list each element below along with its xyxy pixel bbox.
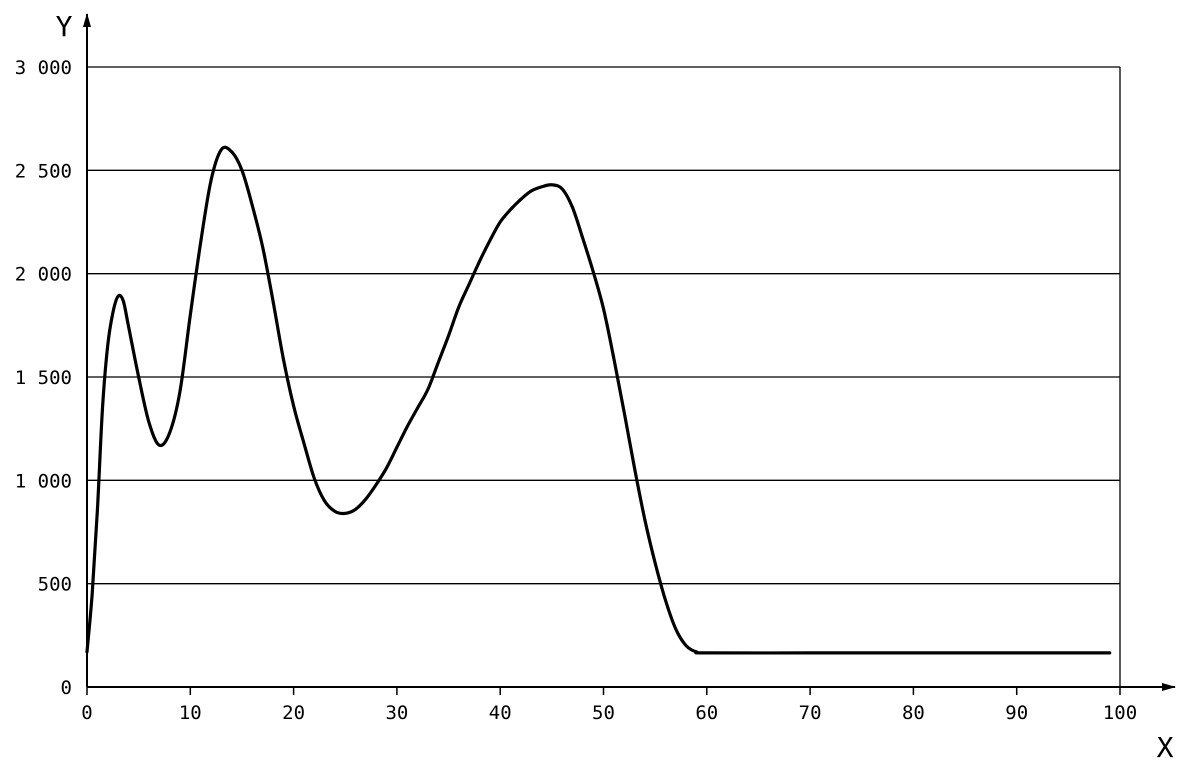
y-tick-label-1000: 1 000 [15,470,72,492]
x-tick-label-100: 100 [1103,702,1137,724]
series-layer [85,145,1112,655]
x-tick-label-0: 0 [81,702,92,724]
y-tick-label-2000: 2 000 [15,264,72,286]
grid-lines [87,66,1120,585]
x-tick-label-90: 90 [1005,702,1028,724]
x-tick-label-70: 70 [799,702,822,724]
x-tick-label-40: 40 [489,702,512,724]
y-tick-label-3000: 3 000 [15,57,72,79]
x-tick-label-30: 30 [385,702,408,724]
x-tick-label-50: 50 [592,702,615,724]
y-tick-label-500: 500 [38,574,72,596]
x-tick-label-20: 20 [282,702,305,724]
y-tick-label-0: 0 [61,677,72,699]
y-tick-label-2500: 2 500 [15,160,72,182]
x-axis-label: X [1157,731,1174,763]
x-tick-label-10: 10 [179,702,202,724]
x-tick-label-60: 60 [695,702,718,724]
x-tick-label-80: 80 [902,702,925,724]
series-line-0 [85,145,1112,655]
y-axis-label: Y [56,10,73,43]
axes [83,13,1176,695]
y-tick-label-1500: 1 500 [15,367,72,389]
